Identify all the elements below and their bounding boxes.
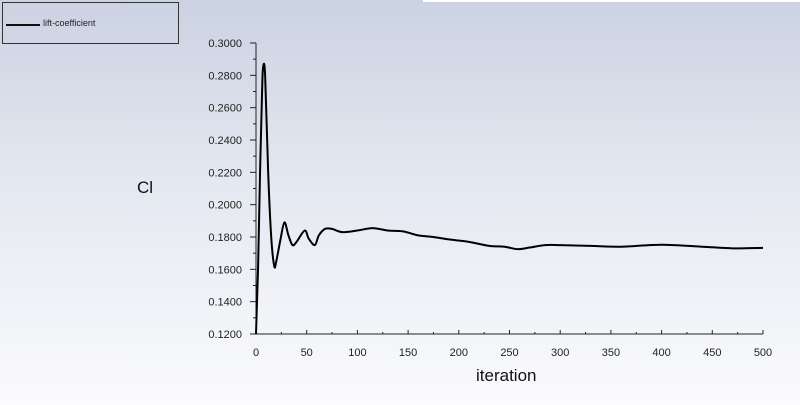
y-tick-label: 0.2400 xyxy=(208,135,242,147)
y-tick-label: 0.2800 xyxy=(208,70,242,82)
x-tick-label: 50 xyxy=(301,347,313,359)
y-tick-label: 0.2200 xyxy=(208,167,242,179)
x-tick-label: 250 xyxy=(500,347,518,359)
y-tick-label: 0.3000 xyxy=(208,38,242,50)
legend-label: lift-coefficient xyxy=(43,18,96,28)
x-axis-label: iteration xyxy=(476,366,537,385)
x-tick-label: 400 xyxy=(652,347,670,359)
x-tick-label: 100 xyxy=(348,347,366,359)
legend-line-swatch xyxy=(6,24,40,26)
x-tick-label: 0 xyxy=(253,347,259,359)
legend: lift-coefficient xyxy=(2,2,179,44)
y-axis-label: Cl xyxy=(137,178,154,197)
series-line-lift-coefficient xyxy=(255,62,764,335)
y-tick-label: 0.1600 xyxy=(208,264,242,276)
y-tick-label: 0.1800 xyxy=(208,232,242,244)
x-tick-label: 150 xyxy=(399,347,417,359)
x-tick-label: 350 xyxy=(602,347,620,359)
y-tick-label: 0.2600 xyxy=(208,103,242,115)
x-tick-label: 500 xyxy=(754,347,772,359)
y-tick-label: 0.1400 xyxy=(208,297,242,309)
top-strip xyxy=(423,0,800,2)
x-tick-label: 200 xyxy=(450,347,468,359)
y-tick-label: 0.1200 xyxy=(208,329,242,341)
x-tick-label: 450 xyxy=(703,347,721,359)
x-tick-label: 300 xyxy=(551,347,569,359)
y-tick-label: 0.2000 xyxy=(208,200,242,212)
